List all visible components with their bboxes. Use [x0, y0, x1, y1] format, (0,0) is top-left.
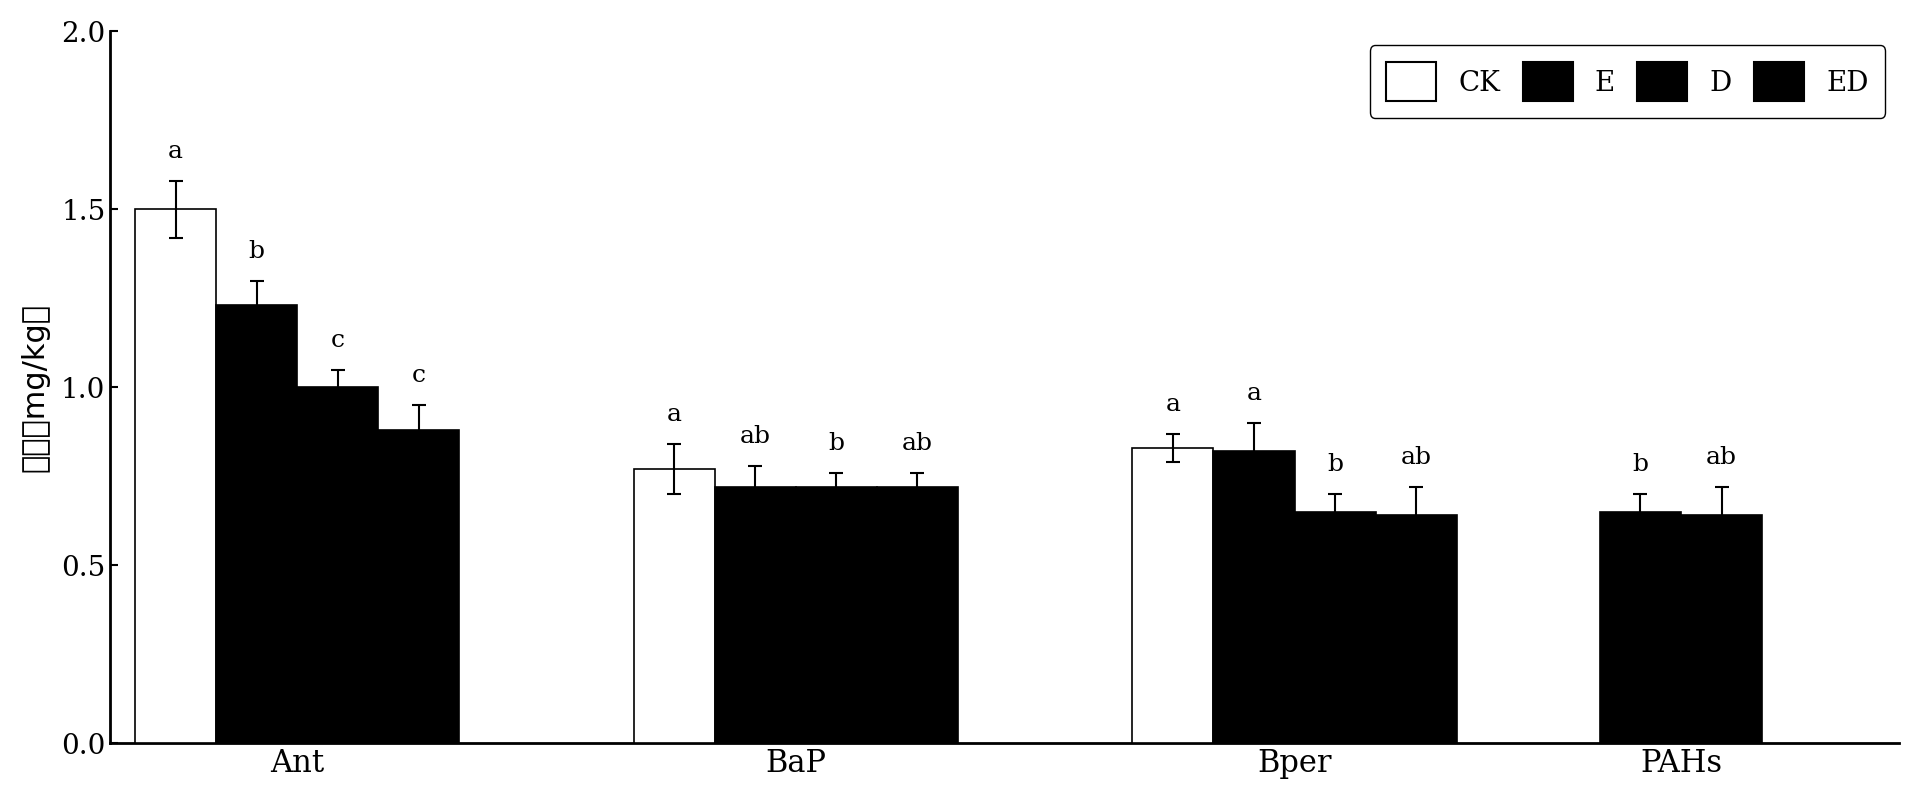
Bar — [1599, 512, 1682, 743]
Bar — [1213, 451, 1294, 743]
Bar — [1375, 515, 1457, 743]
Text: ab: ab — [902, 432, 933, 455]
Bar — [714, 487, 797, 743]
Bar — [134, 210, 217, 743]
Text: ab: ab — [1707, 446, 1738, 469]
Bar — [298, 387, 378, 743]
Text: b: b — [1632, 454, 1649, 476]
Legend: CK, E, D, ED: CK, E, D, ED — [1369, 46, 1885, 118]
Text: ab: ab — [739, 425, 770, 448]
Bar — [1294, 512, 1375, 743]
Text: c: c — [330, 329, 346, 352]
Bar — [1133, 448, 1213, 743]
Text: a: a — [1165, 393, 1181, 416]
Text: a: a — [666, 403, 682, 426]
Y-axis label: 含量（mg/kg）: 含量（mg/kg） — [21, 303, 50, 472]
Text: a: a — [169, 140, 182, 163]
Text: ab: ab — [1400, 446, 1432, 469]
Text: b: b — [250, 240, 265, 262]
Bar — [634, 469, 714, 743]
Text: b: b — [828, 432, 845, 455]
Bar — [217, 306, 298, 743]
Text: b: b — [1327, 454, 1344, 476]
Bar — [1682, 515, 1763, 743]
Bar — [877, 487, 958, 743]
Bar — [797, 487, 877, 743]
Text: a: a — [1246, 382, 1261, 405]
Bar — [378, 430, 459, 743]
Text: c: c — [411, 364, 426, 387]
